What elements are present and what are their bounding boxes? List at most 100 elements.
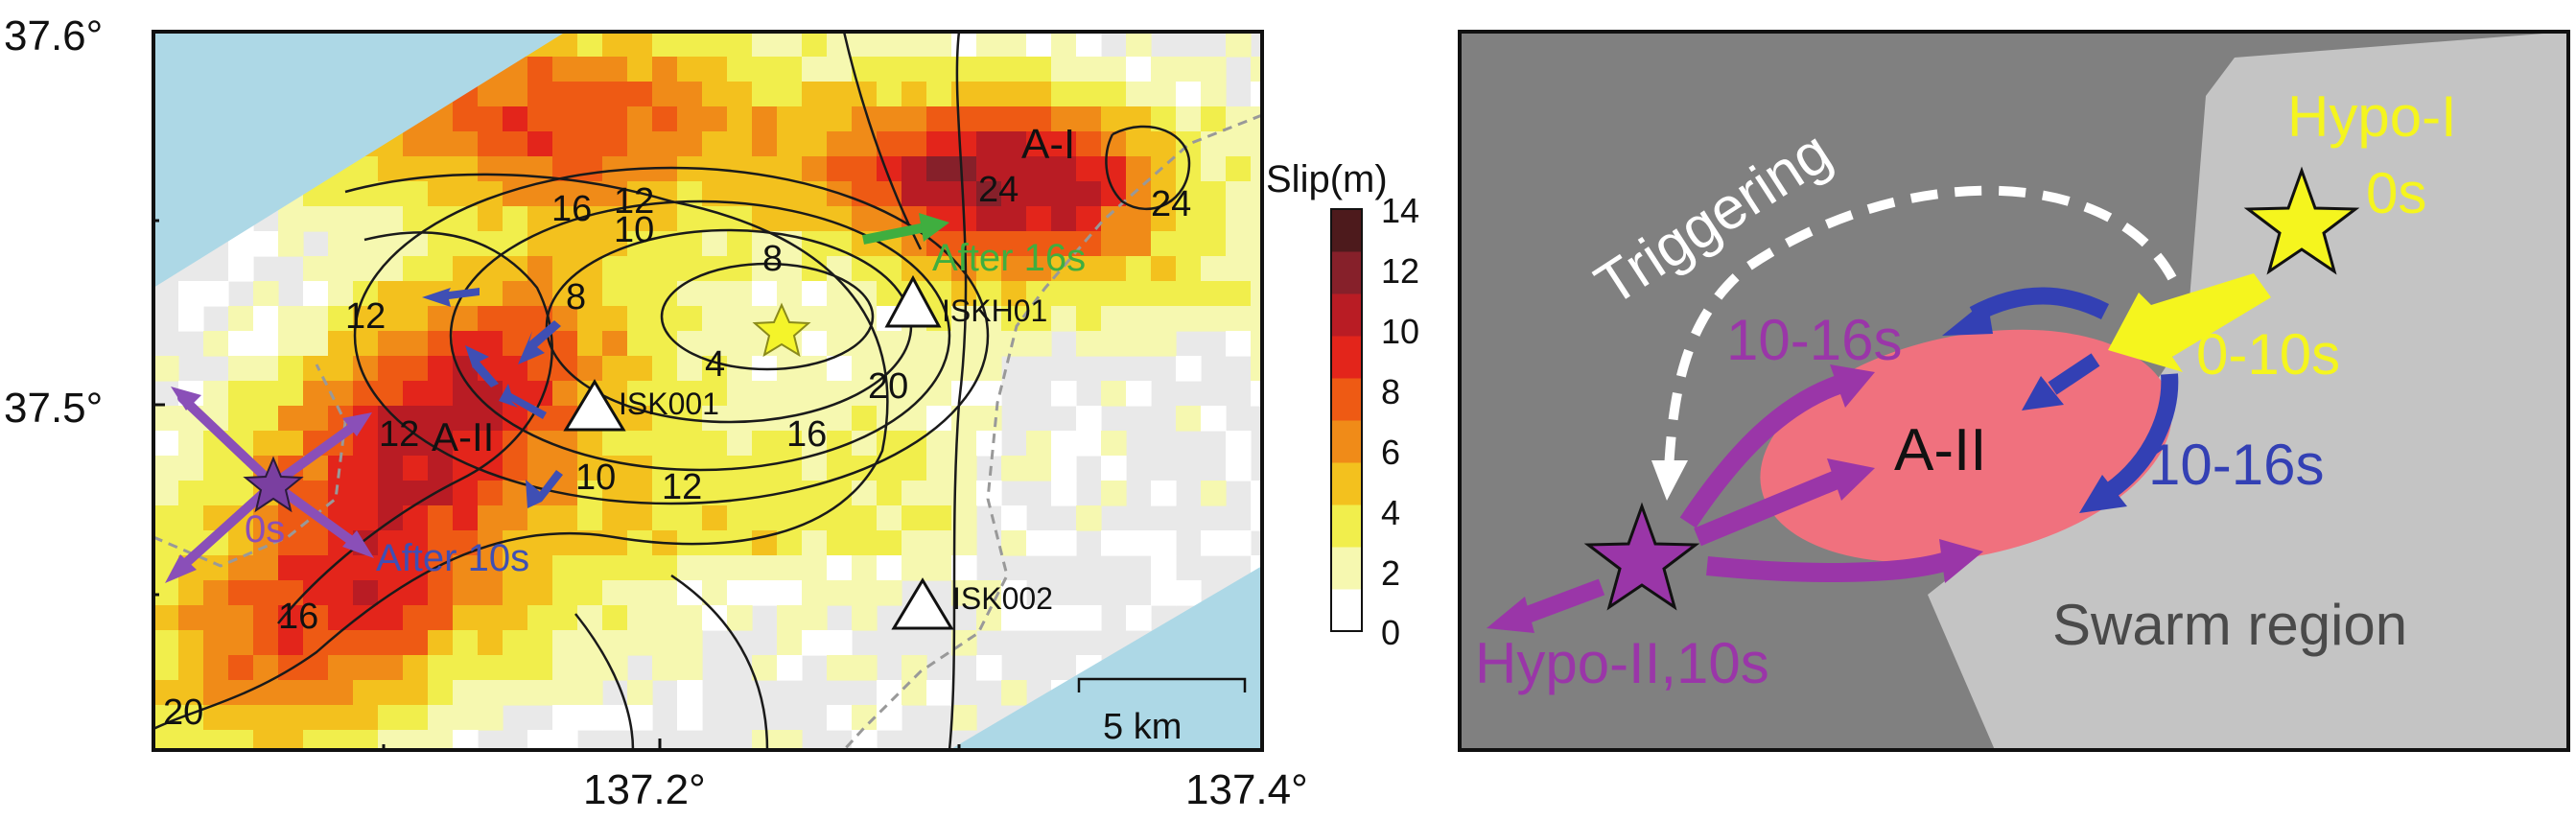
slip-cell [1151, 306, 1177, 332]
slip-cell [328, 281, 354, 307]
slip-cell [1001, 32, 1027, 58]
slip-cell [577, 82, 603, 107]
station-label-iskh01: ISKH01 [942, 293, 1047, 328]
slip-cell [1251, 281, 1262, 307]
slip-cell [428, 131, 454, 157]
slip-cell [552, 630, 578, 656]
colorbar-swatch [1331, 336, 1362, 379]
slip-cell [702, 82, 728, 107]
slip-cell [752, 431, 778, 457]
slip-cell [752, 730, 778, 750]
slip-cell [328, 705, 354, 731]
slip-cell [577, 156, 603, 182]
slip-cell [727, 481, 753, 506]
slip-cell [303, 281, 329, 307]
contour-label: 12 [345, 296, 386, 337]
slip-cell [1251, 231, 1262, 257]
purple-arc-arrow [1706, 551, 1950, 582]
yellow-arrow-icon [2108, 273, 2271, 372]
slip-cell [303, 356, 329, 382]
hypo1-time-label: 0s [2366, 161, 2426, 225]
slip-cell [702, 106, 728, 132]
slip-cell [1051, 431, 1077, 457]
slip-cell [577, 306, 603, 332]
slip-cell [1001, 181, 1027, 207]
slip-cell [353, 680, 379, 706]
sea-area-northwest [153, 32, 566, 288]
slip-cell [602, 356, 628, 382]
slip-cell [1026, 456, 1052, 481]
slip-cell [852, 206, 878, 232]
arrow-icon [919, 213, 949, 242]
colorbar-tick: 4 [1381, 493, 1400, 532]
slip-cell [278, 730, 304, 750]
slip-cell [926, 481, 952, 506]
slip-cell [328, 630, 354, 656]
slip-cell [1101, 456, 1127, 481]
slip-cell [951, 32, 977, 58]
slip-cell [1101, 331, 1127, 357]
slip-cell [428, 331, 454, 357]
slip-cell [303, 680, 329, 706]
slip-cell [1176, 57, 1202, 82]
slip-cell [627, 580, 653, 606]
slip-cell [1001, 306, 1027, 332]
slip-cell [777, 580, 803, 606]
slip-cell [877, 481, 902, 506]
slip-cell [951, 580, 977, 606]
slip-cell [453, 106, 479, 132]
slip-cell [1176, 181, 1202, 207]
slip-cell [552, 331, 578, 357]
slip-cell [1151, 231, 1177, 257]
slip-cell [253, 730, 279, 750]
slip-cell [627, 57, 653, 82]
slip-cell [702, 505, 728, 531]
slip-cell [1001, 580, 1027, 606]
contour-label: 24 [1151, 184, 1191, 224]
slip-cell [1026, 57, 1052, 82]
slip-cell [1026, 605, 1052, 631]
slip-cell [1251, 356, 1262, 382]
slip-cell [303, 381, 329, 407]
slip-cell [1226, 206, 1252, 232]
slip-cell [527, 131, 553, 157]
slip-cell [253, 331, 279, 357]
triggering-arrowhead-icon [1651, 460, 1688, 501]
slip-cell [602, 331, 628, 357]
slip-cell [852, 331, 878, 357]
slip-cell [627, 82, 653, 107]
slip-cell [1051, 131, 1077, 157]
slip-cell [627, 306, 653, 332]
slip-cell [976, 106, 1002, 132]
slip-cell [902, 680, 927, 706]
slip-cell [951, 530, 977, 556]
slip-cell [1251, 206, 1262, 232]
slip-cell [1076, 32, 1102, 58]
slip-cell [1251, 131, 1262, 157]
slip-cell [727, 131, 753, 157]
arrow-icon [2022, 376, 2064, 410]
slip-cell [602, 530, 628, 556]
slip-cell [677, 306, 703, 332]
slip-cell [577, 206, 603, 232]
slip-cell [353, 730, 379, 750]
slip-cell [926, 256, 952, 282]
arrow-icon [1827, 458, 1875, 501]
y-tick-label: 37.6° [4, 12, 103, 59]
slip-cell [203, 481, 229, 506]
slip-cell [1226, 181, 1252, 207]
slip-cell [1126, 131, 1152, 157]
slip-cell [1151, 131, 1177, 157]
slip-cell [1226, 431, 1252, 457]
slip-cell [1101, 256, 1127, 282]
slip-cell [478, 555, 503, 581]
slip-cell [552, 730, 578, 750]
slip-cell [478, 156, 503, 182]
slip-cell [976, 356, 1002, 382]
slip-cell [902, 456, 927, 481]
slip-cell [877, 106, 902, 132]
slip-cell [478, 680, 503, 706]
slip-cell [677, 655, 703, 681]
station-icon-isk002 [891, 577, 954, 630]
slip-cell [677, 356, 703, 382]
